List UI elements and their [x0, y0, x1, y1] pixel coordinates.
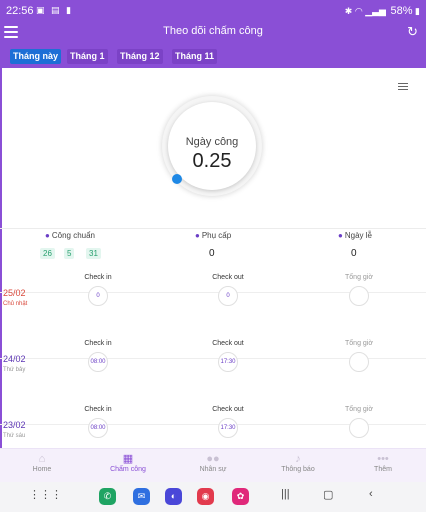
- people-icon: ●●: [206, 453, 220, 465]
- image-icon: ▣: [36, 5, 47, 15]
- holiday-label: ● Ngày lễ: [338, 231, 372, 240]
- day-divider: [0, 358, 426, 359]
- day-date: 25/02: [3, 288, 26, 298]
- camera-app-icon[interactable]: ◉: [197, 488, 214, 505]
- day-divider: [0, 292, 426, 293]
- home-button-icon[interactable]: ▢: [323, 489, 334, 501]
- nav-personnel-label: Nhân sự: [199, 466, 227, 473]
- gauge-progress-dot: [172, 174, 182, 184]
- standard-workdays-label: ● Công chuẩn: [45, 231, 95, 240]
- lock-icon: ▮: [66, 5, 74, 15]
- menu-icon[interactable]: [4, 26, 18, 38]
- messages-app-icon[interactable]: ✉: [133, 488, 150, 505]
- left-accent-rail: [0, 68, 2, 448]
- day-date: 24/02: [3, 354, 26, 364]
- nav-notifications-label: Thông báo: [281, 466, 315, 473]
- phone-app-icon[interactable]: ✆: [99, 488, 116, 505]
- workday-gauge: Ngày công 0.25: [162, 96, 262, 196]
- bluetooth-icon: ✱: [344, 6, 353, 16]
- allowance-value: 0: [209, 248, 215, 259]
- check-out-label: Check out: [212, 340, 244, 347]
- wifi-icon: ◠: [354, 6, 363, 16]
- recents-icon[interactable]: |||: [281, 488, 290, 500]
- gallery-icon: ▤: [51, 5, 62, 15]
- tab-month-12[interactable]: Tháng 12: [117, 49, 163, 64]
- chart-menu-icon[interactable]: [398, 83, 408, 92]
- total-hours-label: Tổng giờ: [345, 406, 373, 413]
- day-date: 23/02: [3, 420, 26, 430]
- attendance-content[interactable]: Ngày công 0.25 ● Công chuẩn 26 5 31 ● Phụ …: [0, 68, 426, 448]
- month-tabs: Tháng này Tháng 1 Tháng 12 Tháng 11: [0, 44, 426, 68]
- bottom-nav: ⌂ Home ▦ Chấm công ●● Nhân sự ♪ Thông bá…: [0, 448, 426, 482]
- check-in-label: Check in: [84, 406, 112, 413]
- standard-chip-2: 5: [64, 248, 75, 259]
- nav-more-label: Thêm: [374, 466, 392, 473]
- gauge-value: 0.25: [192, 150, 232, 172]
- holiday-value: 0: [351, 248, 357, 259]
- summary-divider: [0, 228, 426, 229]
- back-icon[interactable]: ‹: [369, 488, 373, 500]
- check-in-time[interactable]: 0: [88, 286, 108, 306]
- battery-level: 58%: [390, 5, 413, 17]
- day-weekday: Thứ bảy: [3, 367, 26, 373]
- tab-month-1[interactable]: Tháng 1: [67, 49, 108, 64]
- gauge-label: Ngày công: [185, 136, 239, 148]
- check-out-time[interactable]: 0: [218, 286, 238, 306]
- status-bar: 22:56 ▣ ▤ ▮ ✱ ◠ ▁▃▅ 58% ▮: [0, 0, 426, 22]
- tab-this-month[interactable]: Tháng này: [10, 49, 62, 64]
- nav-more[interactable]: ••• Thêm: [348, 453, 418, 473]
- status-notification-icons: ▣ ▤ ▮: [36, 5, 73, 16]
- app-drawer-icon[interactable]: ⋮⋮⋮: [29, 489, 62, 501]
- check-in-time[interactable]: 08:00: [88, 418, 108, 438]
- day-divider: [0, 424, 426, 425]
- check-out-time[interactable]: 17:30: [218, 418, 238, 438]
- total-hours-label: Tổng giờ: [345, 340, 373, 347]
- check-in-time[interactable]: 08:00: [88, 352, 108, 372]
- app-bar: Theo dõi chấm công ↻: [0, 22, 426, 44]
- more-icon: •••: [377, 453, 389, 465]
- day-weekday: Thứ sáu: [3, 433, 26, 439]
- internet-app-icon[interactable]: ◐: [165, 488, 182, 505]
- check-out-time[interactable]: 17:30: [218, 352, 238, 372]
- nav-notifications[interactable]: ♪ Thông báo: [263, 453, 333, 473]
- check-in-label: Check in: [84, 274, 112, 281]
- gauge-face: Ngày công 0.25: [168, 102, 256, 190]
- nav-attendance-label: Chấm công: [110, 466, 146, 473]
- bell-icon: ♪: [295, 453, 301, 465]
- system-nav-bar: ⋮⋮⋮ ✆ ✉ ◐ ◉ ✿ ||| ▢ ‹: [0, 482, 426, 512]
- nav-personnel[interactable]: ●● Nhân sự: [178, 453, 248, 473]
- day-weekday: Chủ nhật: [3, 301, 28, 307]
- tab-month-11[interactable]: Tháng 11: [172, 49, 218, 64]
- status-time: 22:56: [6, 5, 34, 17]
- standard-chip-1: 26: [40, 248, 55, 259]
- refresh-icon[interactable]: ↻: [407, 24, 418, 39]
- home-icon: ⌂: [38, 453, 46, 465]
- check-in-label: Check in: [84, 340, 112, 347]
- total-hours-circle: [349, 418, 369, 438]
- total-hours-circle: [349, 352, 369, 372]
- nav-home[interactable]: ⌂ Home: [7, 453, 77, 473]
- nav-home-label: Home: [32, 466, 52, 473]
- allowance-label: ● Phụ cấp: [195, 231, 232, 240]
- nav-attendance[interactable]: ▦ Chấm công: [93, 453, 163, 473]
- status-system-icons: ✱ ◠ ▁▃▅ 58% ▮: [345, 5, 420, 17]
- signal-icon: ▁▃▅: [365, 6, 386, 16]
- total-hours-label: Tổng giờ: [345, 274, 373, 281]
- page-title: Theo dõi chấm công: [163, 25, 263, 37]
- standard-chip-3: 31: [86, 248, 101, 259]
- check-out-label: Check out: [212, 274, 244, 281]
- calendar-icon: ▦: [122, 453, 134, 465]
- check-out-label: Check out: [212, 406, 244, 413]
- total-hours-circle: [349, 286, 369, 306]
- battery-icon: ▮: [415, 6, 420, 16]
- gallery-app-icon[interactable]: ✿: [232, 488, 249, 505]
